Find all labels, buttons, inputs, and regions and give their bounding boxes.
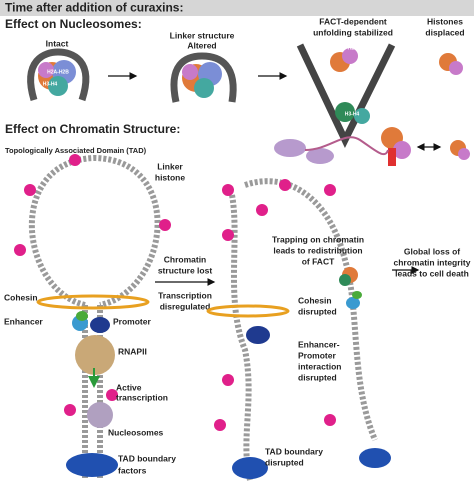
histone-label: H2A-H2B xyxy=(336,45,358,51)
label: Promoter xyxy=(113,316,151,326)
label: chromatin integrity xyxy=(394,257,471,267)
stage-label: Altered xyxy=(187,40,216,50)
histone-label: H2A-H2B xyxy=(380,121,402,127)
histone-label: H2A-H2B xyxy=(47,69,69,75)
section-title: Effect on Nucleosomes: xyxy=(5,17,142,31)
stage-label: Intact xyxy=(46,38,69,48)
label: disrupted xyxy=(298,372,337,382)
label: Enhancer- xyxy=(298,339,340,349)
stage-label: displaced xyxy=(425,27,464,37)
stage-label: Histones xyxy=(427,16,463,26)
tad-label: Topologically Associated Domain (TAD) xyxy=(5,146,147,155)
label: Cohesin xyxy=(4,292,38,302)
label: disrupted xyxy=(298,306,337,316)
tad-loop xyxy=(14,154,171,480)
label: Enhancer xyxy=(4,316,43,326)
section-title: Effect on Chromatin Structure: xyxy=(5,122,180,136)
nucleosome-stages: Intact H2A-H2B H3-H4 Linker structure Al… xyxy=(27,16,470,166)
label: RNAPII xyxy=(118,346,147,356)
label: Global loss of xyxy=(404,246,460,256)
disrupted-chromatin xyxy=(206,178,391,481)
label: Cohesin xyxy=(298,295,332,305)
label: leads to redistribution xyxy=(273,245,362,255)
label: leads to cell death xyxy=(395,268,469,278)
label: Active xyxy=(116,382,142,392)
header-title: Time after addition of curaxins: xyxy=(5,1,183,15)
label: Trapping on chromatin xyxy=(272,234,364,244)
label: Promoter xyxy=(298,350,336,360)
label: TAD boundary xyxy=(265,446,323,456)
header-bar xyxy=(0,0,474,16)
histone-label: H3-H4 xyxy=(345,111,360,117)
stage-label: unfolding stabilized xyxy=(313,27,393,37)
label: disregulated xyxy=(160,301,211,311)
histone-label: H3-H4 xyxy=(43,81,58,87)
label: Linker xyxy=(157,161,183,171)
label: Nucleosomes xyxy=(108,427,164,437)
stage-label: Linker structure xyxy=(170,30,235,40)
label: disrupted xyxy=(265,457,304,467)
label: structure lost xyxy=(158,265,212,275)
label: Transcription xyxy=(158,290,212,300)
label: histone xyxy=(155,172,185,182)
label: factors xyxy=(118,465,147,475)
stage-label: FACT-dependent xyxy=(319,16,387,26)
label: of FACT xyxy=(302,256,335,266)
label: interaction xyxy=(298,361,341,371)
label: transcription xyxy=(116,392,168,402)
label: Chromatin xyxy=(164,254,207,264)
label: TAD boundary xyxy=(118,453,176,463)
